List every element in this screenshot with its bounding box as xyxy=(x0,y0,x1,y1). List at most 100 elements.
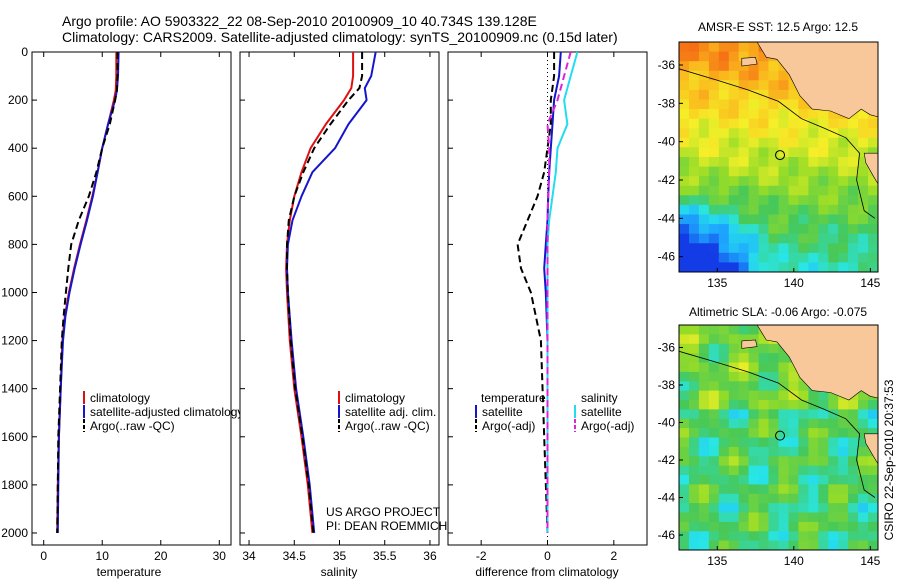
heatmap-cell xyxy=(708,512,720,523)
salinity-plot-frame xyxy=(239,51,440,546)
temperature-y-ticks: 0 200 400 600 800 1000 1200 1400 1600 1800 2000 xyxy=(1,45,37,540)
heatmap-cell xyxy=(728,262,740,272)
heatmap-cell xyxy=(698,233,710,244)
heatmap-cell xyxy=(838,243,849,254)
heatmap-cell xyxy=(679,512,690,523)
heatmap-cell xyxy=(798,437,809,448)
heatmap-cell xyxy=(838,475,849,485)
heatmap-cell xyxy=(798,214,809,225)
heatmap-cell xyxy=(738,204,750,216)
heatmap-cell xyxy=(689,42,700,53)
heatmap-cell xyxy=(838,456,849,467)
heatmap-cell xyxy=(848,147,859,158)
heatmap-cell xyxy=(858,409,869,420)
heatmap-cell xyxy=(808,262,819,272)
heatmap-cell xyxy=(808,428,819,439)
heatmap-cell xyxy=(679,400,690,410)
heatmap-cell xyxy=(718,428,730,439)
heatmap-cell xyxy=(718,51,730,62)
heatmap-cell xyxy=(808,512,819,523)
heatmap-cell xyxy=(778,418,789,429)
heatmap-cell xyxy=(708,128,720,139)
heatmap-cell xyxy=(738,176,750,187)
heatmap-cell xyxy=(808,540,819,550)
heatmap-cell xyxy=(778,243,789,254)
heatmap-cell xyxy=(758,512,770,523)
heatmap-cell xyxy=(838,137,849,148)
series-line-temperature-argo-adj xyxy=(516,52,556,534)
heatmap-cell xyxy=(748,437,760,448)
heatmap-cell xyxy=(788,185,799,196)
heatmap-cell xyxy=(718,157,730,168)
heatmap-cell xyxy=(758,89,770,101)
heatmap-cell xyxy=(778,80,789,91)
heatmap-cell xyxy=(788,252,799,263)
heatmap-cell xyxy=(778,89,789,101)
heatmap-cell xyxy=(728,243,740,254)
heatmap-cell xyxy=(689,157,700,168)
heatmap-cell xyxy=(708,540,720,550)
heatmap-cell xyxy=(698,118,710,129)
heatmap-cell xyxy=(828,252,839,263)
heatmap-cell xyxy=(798,418,809,429)
heatmap-cell xyxy=(848,262,859,272)
heatmap-cell xyxy=(708,493,720,504)
legend-label-satellite-adj: satellite adj. clim. xyxy=(345,405,436,419)
heatmap-cell xyxy=(858,418,869,429)
difference-legend: temperature satellite Argo(-adj) salinit… xyxy=(475,391,634,433)
heatmap-cell xyxy=(738,51,750,62)
heatmap-cell xyxy=(788,195,799,206)
heatmap-cell xyxy=(798,185,809,196)
x-tick-label: 34.5 xyxy=(283,549,307,563)
heatmap-cell xyxy=(689,418,700,429)
heatmap-cell xyxy=(778,176,789,187)
heatmap-cell xyxy=(828,475,839,485)
heatmap-cell xyxy=(778,493,789,504)
temperature-legend: climatology satellite-adjusted climatolo… xyxy=(83,391,243,433)
heatmap-cell xyxy=(689,390,700,401)
heatmap-cell xyxy=(738,166,750,177)
legend-title-salinity: salinity xyxy=(581,391,618,405)
heatmap-cell xyxy=(708,42,720,53)
csiro-timestamp: CSIRO 22-Sep-2010 20:37:53 xyxy=(882,379,896,540)
heatmap-cell xyxy=(758,362,770,373)
heatmap-cell xyxy=(768,371,779,382)
heatmap-cell xyxy=(708,61,720,72)
heatmap-cell xyxy=(768,540,779,550)
heatmap-cell xyxy=(798,446,809,457)
heatmap-cell xyxy=(698,51,710,62)
temperature-x-ticks: 0 10 20 30 xyxy=(40,52,226,563)
heatmap-cell xyxy=(748,70,760,81)
heatmap-cell xyxy=(728,325,740,335)
heatmap-cell xyxy=(728,531,740,542)
heatmap-cell xyxy=(708,80,720,91)
heatmap-cell xyxy=(698,531,710,542)
heatmap-cell xyxy=(798,195,809,206)
heatmap-cell xyxy=(708,262,720,272)
heatmap-cell xyxy=(848,185,859,196)
heatmap-cell xyxy=(718,137,730,148)
header-line-2: Climatology: CARS2009. Satellite-adjuste… xyxy=(62,29,618,45)
heatmap-cell xyxy=(758,521,770,532)
heatmap-cell xyxy=(748,195,760,206)
heatmap-cell xyxy=(748,484,760,495)
heatmap-cell xyxy=(768,484,779,495)
heatmap-cell xyxy=(708,185,720,196)
heatmap-cell xyxy=(818,540,829,550)
heatmap-cell xyxy=(828,409,839,420)
heatmap-cell xyxy=(798,484,809,495)
heatmap-cell xyxy=(808,224,819,235)
heatmap-cell xyxy=(728,390,740,401)
heatmap-cell xyxy=(748,390,760,401)
heatmap-cell xyxy=(728,334,740,345)
heatmap-cell xyxy=(738,233,750,244)
heatmap-cell xyxy=(748,475,760,485)
heatmap-cell xyxy=(748,446,760,457)
heatmap-cell xyxy=(728,512,740,523)
heatmap-cell xyxy=(738,243,750,254)
heatmap-cell xyxy=(738,371,750,382)
heatmap-cell xyxy=(788,243,799,254)
heatmap-cell xyxy=(738,137,750,148)
heatmap-cell xyxy=(738,409,750,420)
heatmap-cell xyxy=(808,252,819,263)
